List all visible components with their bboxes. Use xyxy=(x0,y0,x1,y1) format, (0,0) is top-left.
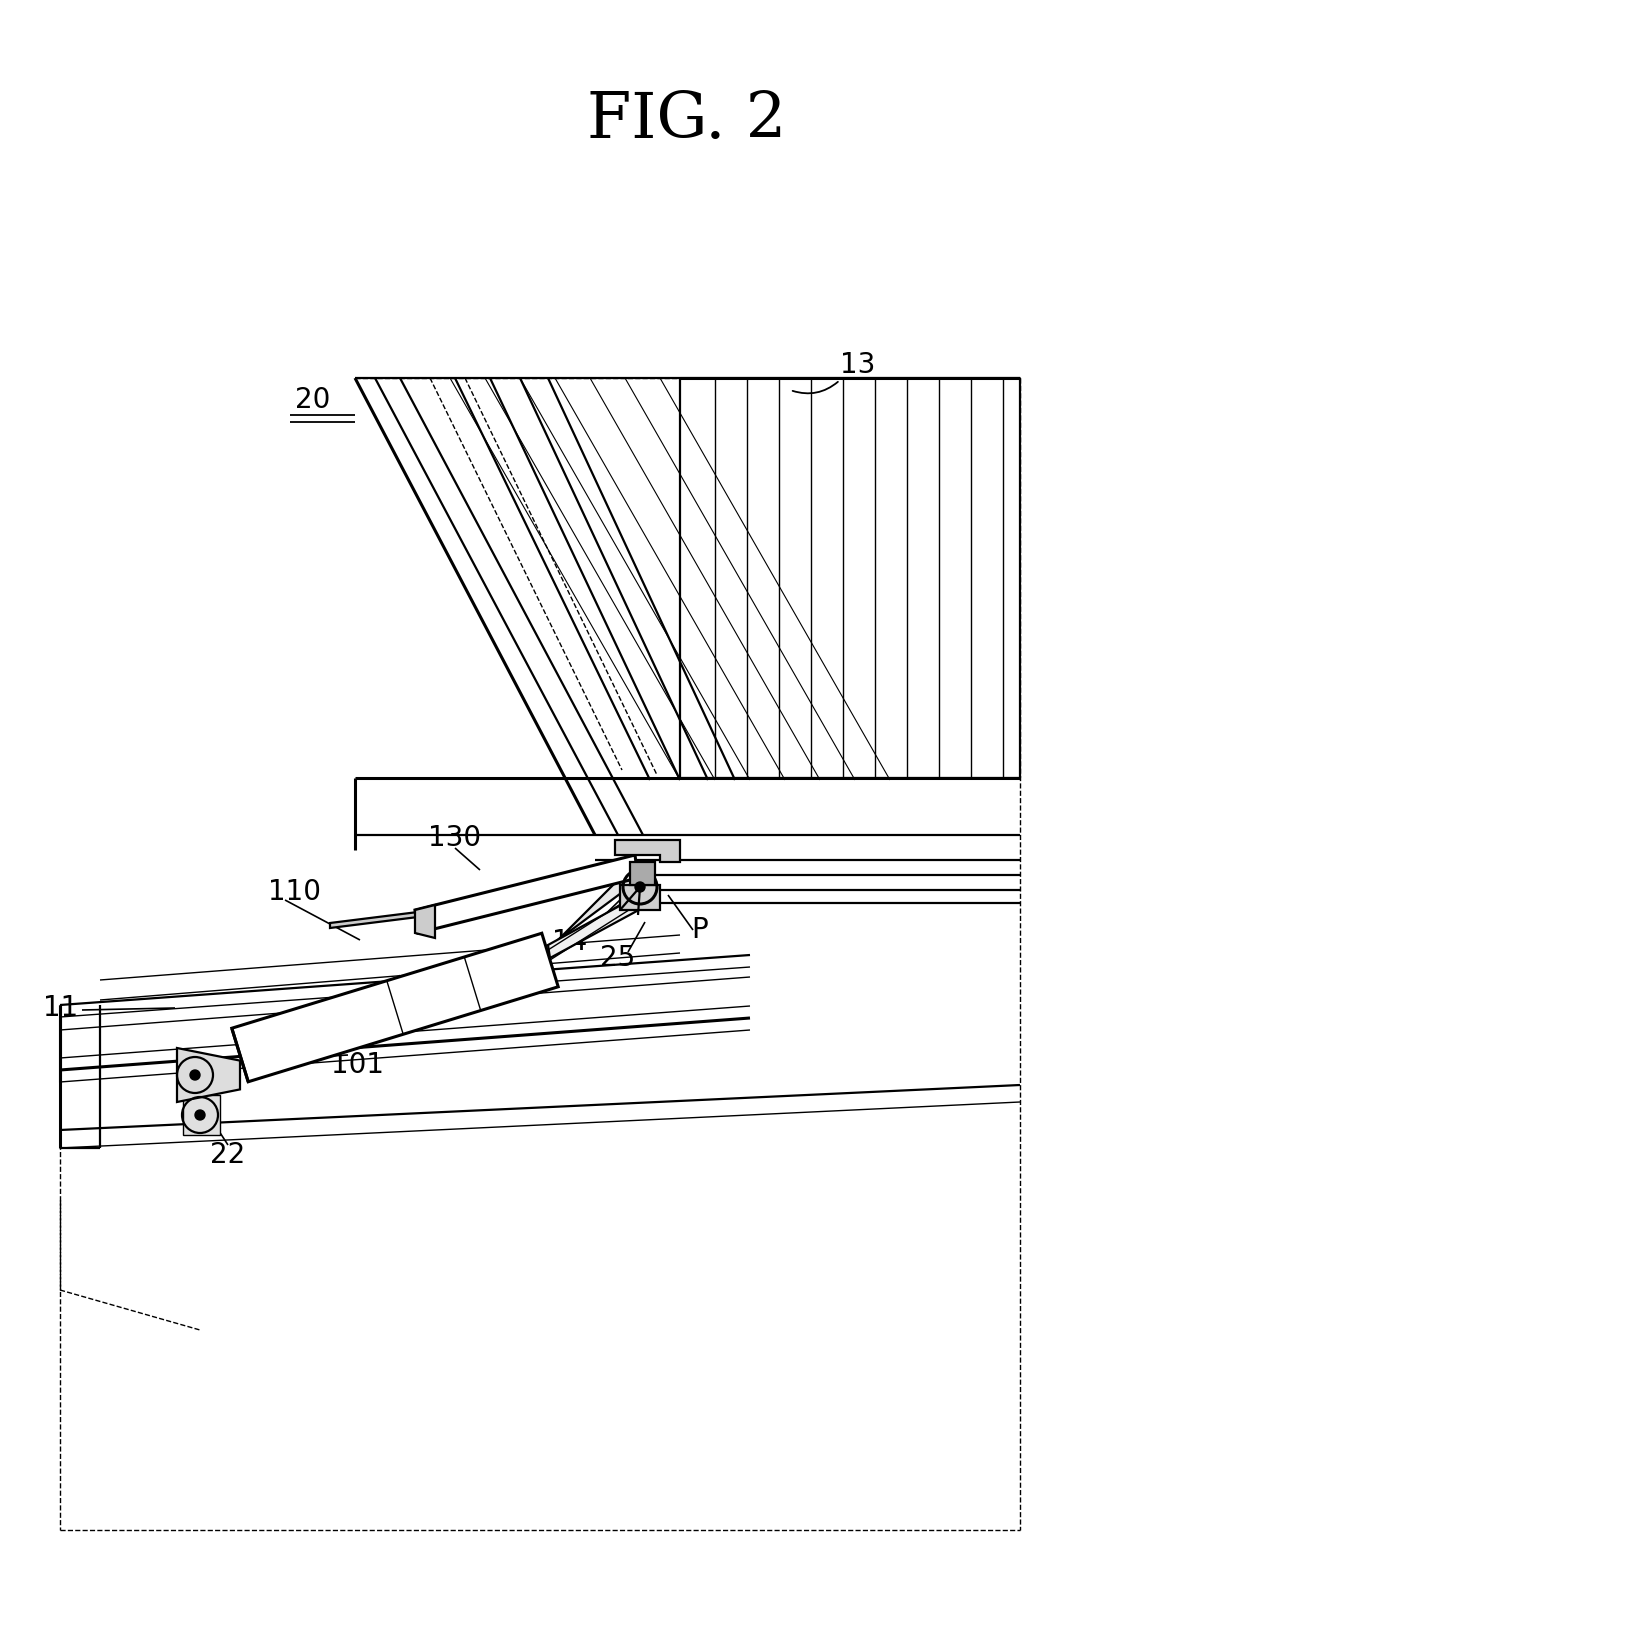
Polygon shape xyxy=(548,863,648,950)
Circle shape xyxy=(195,1111,204,1121)
Polygon shape xyxy=(548,892,648,958)
Text: 11: 11 xyxy=(43,994,79,1022)
Text: 130: 130 xyxy=(429,825,481,853)
Circle shape xyxy=(635,882,645,892)
Polygon shape xyxy=(615,840,681,863)
Polygon shape xyxy=(416,854,638,933)
Text: 14: 14 xyxy=(553,928,587,956)
Text: 110: 110 xyxy=(268,877,321,905)
Text: 20: 20 xyxy=(294,386,330,414)
Text: 101: 101 xyxy=(332,1052,384,1079)
Polygon shape xyxy=(177,1048,240,1102)
Polygon shape xyxy=(630,863,654,886)
Text: 100: 100 xyxy=(362,986,414,1014)
Polygon shape xyxy=(416,905,435,938)
Polygon shape xyxy=(330,909,450,928)
Polygon shape xyxy=(183,1094,219,1135)
Text: 25: 25 xyxy=(600,945,636,973)
Circle shape xyxy=(190,1070,200,1079)
Text: FIG. 2: FIG. 2 xyxy=(587,90,787,151)
Polygon shape xyxy=(232,933,558,1081)
Text: 22: 22 xyxy=(211,1140,245,1170)
Text: P: P xyxy=(692,917,708,945)
Polygon shape xyxy=(620,886,659,910)
Text: 13: 13 xyxy=(839,352,875,380)
